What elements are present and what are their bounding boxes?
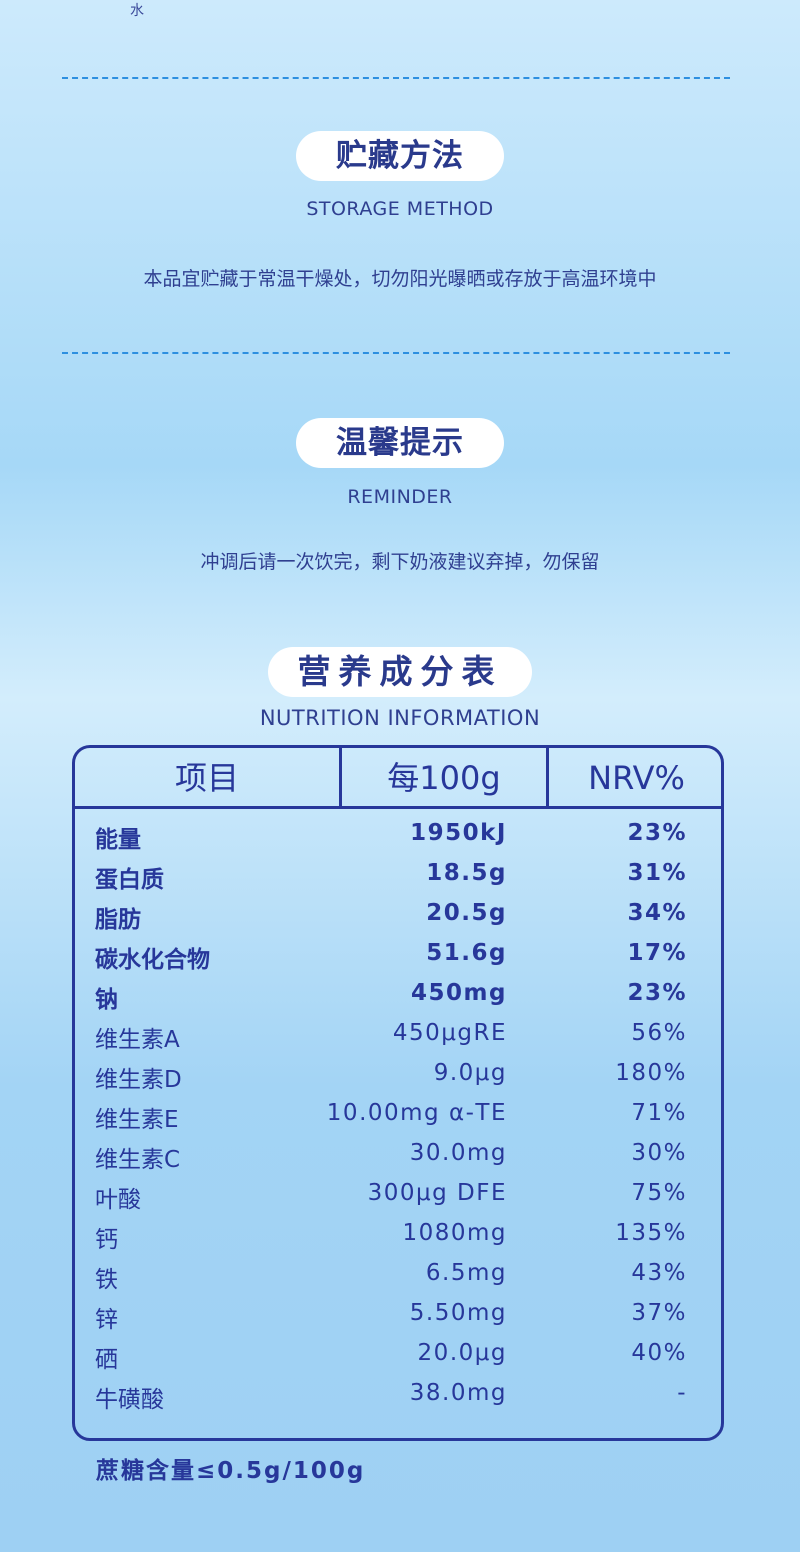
nutrient-name: 脂肪: [95, 907, 141, 933]
nutrient-name: 碳水化合物: [95, 947, 210, 973]
nutrition-title-pill: 营养成分表: [268, 647, 532, 697]
nutrient-name: 铁: [95, 1267, 118, 1293]
nutrient-value: 9.0μg: [433, 1060, 507, 1086]
table-row: 脂肪 20.5g 34%: [75, 900, 721, 940]
nutrient-name: 蛋白质: [95, 867, 164, 893]
nutrient-value: 450μgRE: [392, 1020, 507, 1046]
nutrient-name: 钠: [95, 987, 118, 1013]
nutrient-nrv: 71%: [631, 1100, 687, 1126]
nutrient-name: 能量: [95, 827, 141, 853]
nutrient-value: 20.0μg: [417, 1340, 507, 1366]
table-row: 蛋白质 18.5g 31%: [75, 860, 721, 900]
nutrient-value: 18.5g: [426, 860, 507, 886]
dashed-divider: [62, 352, 730, 354]
nutrient-value: 1080mg: [402, 1220, 507, 1246]
nutrition-table: 项目 每100g NRV% 能量 1950kJ 23% 蛋白质 18.5g 31% 脂肪 20…: [72, 745, 724, 1441]
nutrient-value: 38.0mg: [409, 1380, 507, 1406]
nutrient-name: 硒: [95, 1347, 118, 1373]
nutrient-nrv: 30%: [631, 1140, 687, 1166]
nutrient-name: 锌: [95, 1307, 118, 1333]
nutrient-nrv: 135%: [615, 1220, 687, 1246]
nutrient-value: 51.6g: [426, 940, 507, 966]
table-row: 钠 450mg 23%: [75, 980, 721, 1020]
nutrient-value: 10.00mg α-TE: [326, 1100, 507, 1126]
nutrient-nrv: -: [677, 1380, 687, 1406]
nutrient-name: 钙: [95, 1227, 118, 1253]
table-header: 项目 每100g NRV%: [75, 748, 721, 809]
nutrient-name: 牛磺酸: [95, 1387, 164, 1413]
reminder-title-pill: 温馨提示: [296, 418, 504, 468]
table-row: 锌 5.50mg 37%: [75, 1300, 721, 1340]
nutrient-nrv: 43%: [631, 1260, 687, 1286]
nutrient-nrv: 75%: [631, 1180, 687, 1206]
sucrose-footnote: 蔗糖含量≤0.5g/100g: [96, 1458, 366, 1484]
nutrient-value: 450mg: [411, 980, 507, 1006]
storage-title-pill: 贮藏方法: [296, 131, 504, 181]
table-row: 钙 1080mg 135%: [75, 1220, 721, 1260]
nutrient-value: 300μg DFE: [367, 1180, 507, 1206]
nutrient-nrv: 34%: [627, 900, 687, 926]
table-row: 碳水化合物 51.6g 17%: [75, 940, 721, 980]
nutrient-nrv: 40%: [631, 1340, 687, 1366]
nutrient-nrv: 31%: [627, 860, 687, 886]
reminder-text: 冲调后请一次饮完，剩下奶液建议弃掉，勿保留: [200, 551, 600, 573]
header-per-100g: 每100g: [342, 748, 549, 806]
nutrient-name: 维生素E: [95, 1107, 179, 1133]
table-row: 维生素D 9.0μg 180%: [75, 1060, 721, 1100]
table-row: 维生素E 10.00mg α-TE 71%: [75, 1100, 721, 1140]
nutrient-name: 维生素C: [95, 1147, 181, 1173]
table-row: 牛磺酸 38.0mg -: [75, 1380, 721, 1420]
table-row: 维生素C 30.0mg 30%: [75, 1140, 721, 1180]
reminder-subtitle: REMINDER: [347, 486, 453, 508]
nutrient-nrv: 23%: [627, 980, 687, 1006]
storage-subtitle: STORAGE METHOD: [306, 198, 494, 220]
table-row: 能量 1950kJ 23%: [75, 820, 721, 860]
nutrient-nrv: 17%: [627, 940, 687, 966]
nutrient-name: 维生素D: [95, 1067, 182, 1093]
dashed-divider: [62, 77, 730, 79]
nutrient-value: 6.5mg: [425, 1260, 507, 1286]
nutrient-name: 维生素A: [95, 1027, 180, 1053]
nutrient-value: 20.5g: [426, 900, 507, 926]
table-row: 硒 20.0μg 40%: [75, 1340, 721, 1380]
table-row: 叶酸 300μg DFE 75%: [75, 1180, 721, 1220]
nutrient-value: 1950kJ: [410, 820, 507, 846]
header-item: 项目: [75, 748, 342, 806]
header-nrv: NRV%: [588, 759, 685, 797]
nutrient-nrv: 180%: [615, 1060, 687, 1086]
nutrient-value: 30.0mg: [409, 1140, 507, 1166]
table-row: 维生素A 450μgRE 56%: [75, 1020, 721, 1060]
storage-text: 本品宜贮藏于常温干燥处，切勿阳光曝晒或存放于高温环境中: [143, 268, 657, 290]
nutrient-nrv: 37%: [631, 1300, 687, 1326]
nutrition-subtitle: NUTRITION INFORMATION: [259, 706, 541, 730]
top-text-fragment: 水: [130, 3, 144, 19]
nutrient-value: 5.50mg: [409, 1300, 507, 1326]
table-row: 铁 6.5mg 43%: [75, 1260, 721, 1300]
nutrient-nrv: 56%: [631, 1020, 687, 1046]
nutrient-nrv: 23%: [627, 820, 687, 846]
nutrient-name: 叶酸: [95, 1187, 141, 1213]
